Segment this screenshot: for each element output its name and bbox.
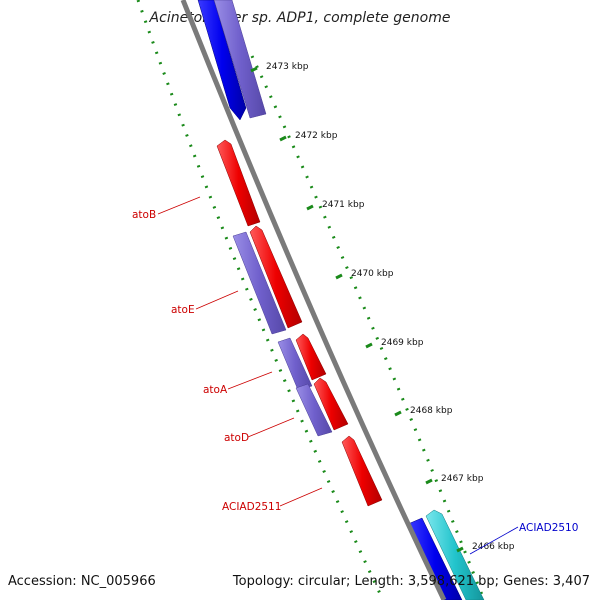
scale-tick-label: 2471 kbp (322, 200, 365, 210)
gene-feature-atoB (216, 139, 261, 227)
genome-summary: Topology: circular; Length: 3,598,621 bp… (232, 574, 590, 589)
scale-tick-label: 2469 kbp (381, 338, 424, 348)
purple-gene-feature-atoA (277, 337, 313, 391)
outer-dot-track (250, 55, 486, 600)
scale-tick-label: 2472 kbp (295, 131, 338, 141)
gene-label-atoD[interactable]: atoD (224, 432, 249, 444)
gene-label-ACIAD2510[interactable]: ACIAD2510 (519, 522, 578, 534)
gene-label-atoA[interactable]: atoA (203, 384, 228, 396)
gene-label-atoE[interactable]: atoE (171, 304, 195, 316)
scale-tick-mark (306, 204, 314, 211)
purple-gene-feature-mid (232, 231, 287, 335)
accession-label: Accession: NC_005966 (8, 574, 156, 589)
gene-label-leaders (157, 196, 519, 555)
gene-feature-atoD (313, 377, 349, 431)
blue-gene-feature-top (197, 0, 247, 121)
scale-tick-label: 2468 kbp (410, 406, 453, 416)
scale-tick-label: 2473 kbp (266, 62, 309, 72)
scale-tick-label: 2470 kbp (351, 269, 394, 279)
gene-feature-atoE (249, 225, 303, 329)
scale-tick-labels: 2473 kbp 2472 kbp 2471 kbp 2470 kbp 2469 kbp… (250, 62, 515, 553)
scale-tick-mark (250, 66, 258, 73)
gene-feature-atoA (295, 333, 327, 381)
gene-feature-ACIAD2511 (341, 435, 383, 507)
genome-backbone (180, 0, 447, 600)
scale-tick-mark (365, 342, 373, 349)
scale-tick-mark (279, 135, 287, 142)
scale-tick-mark (394, 410, 402, 417)
scale-tick-mark (425, 478, 433, 485)
gene-label-atoB[interactable]: atoB (132, 209, 156, 221)
purple-gene-feature-atoD (295, 383, 333, 437)
scale-tick-mark (335, 273, 343, 280)
gene-feature-ACIAD2510 (425, 509, 485, 600)
scale-tick-label: 2466 kbp (472, 542, 515, 552)
gene-label-ACIAD2511[interactable]: ACIAD2511 (222, 501, 281, 513)
scale-tick-label: 2467 kbp (441, 474, 484, 484)
scale-tick-mark (456, 546, 464, 553)
purple-gene-feature-top (213, 0, 267, 119)
